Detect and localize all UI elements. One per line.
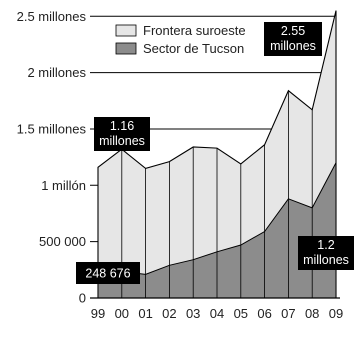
callout-box [264, 22, 322, 56]
x-tick-label: 04 [210, 306, 224, 321]
callout-box [76, 262, 140, 284]
legend-frontera-suroeste-label: Frontera suroeste [143, 23, 246, 38]
area-series [97, 10, 337, 299]
x-tick-label: 06 [257, 306, 271, 321]
legend-sector-de-tucson-label: Sector de Tucson [143, 41, 244, 56]
x-tick-label: 01 [138, 306, 152, 321]
callout-text: millones [99, 134, 145, 148]
callout-text: 1.2 [317, 238, 334, 252]
x-tick-label: 02 [162, 306, 176, 321]
x-tick-label: 07 [281, 306, 295, 321]
y-tick-label: 2 millones [27, 65, 86, 80]
y-axis-ticks: 0 500 000 1 millón 1.5 millones 2 millones 2.… [17, 9, 87, 306]
legend-sector-de-tucson-swatch [115, 42, 137, 55]
x-axis-ticks: 99 00 01 02 03 04 05 06 07 08 09 [91, 306, 343, 321]
x-tick-label: 09 [329, 306, 343, 321]
y-tick-label: 0 [79, 291, 86, 306]
legend: Frontera suroeste Sector de Tucson [115, 23, 246, 56]
callout-text: 248 676 [85, 267, 130, 281]
callout-box [298, 236, 354, 270]
x-tick-label: 08 [305, 306, 319, 321]
x-tick-label: 03 [186, 306, 200, 321]
legend-frontera-suroeste-swatch [115, 24, 137, 37]
y-tick-label: 1.5 millones [17, 121, 87, 136]
callout-text: millones [303, 253, 349, 267]
x-tick-label: 99 [91, 306, 105, 321]
y-tick-label: 2.5 millones [17, 9, 87, 24]
callout-text: 1.16 [110, 119, 134, 133]
callout-text: millones [270, 39, 316, 53]
callout-box [94, 117, 150, 151]
x-tick-label: 05 [234, 306, 248, 321]
y-tick-label: 1 millón [41, 178, 86, 193]
x-tick-label: 00 [115, 306, 129, 321]
y-tick-label: 500 000 [39, 234, 86, 249]
callout-text: 2.55 [281, 24, 305, 38]
